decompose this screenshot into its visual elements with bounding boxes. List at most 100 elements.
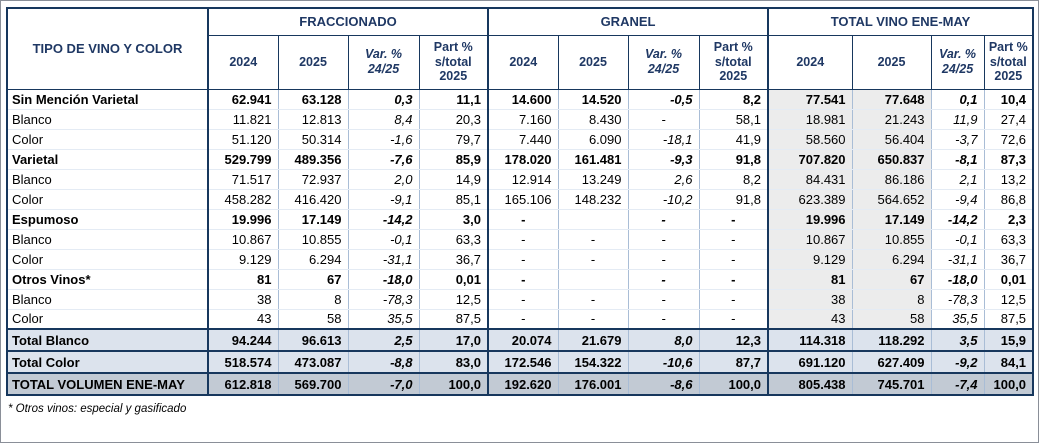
cell-granel-2025: 6.090 [557, 128, 629, 150]
sub-header-row: 2024 2025 Var. % 24/25 Part % s/total 2025 2… [7, 34, 1034, 90]
cell-granel-2025: - [557, 248, 629, 270]
row-label: Varietal [6, 148, 209, 170]
cell-fraccionado-2024: 9.129 [207, 248, 279, 270]
cell-total-vino-part: 36,7 [983, 248, 1034, 270]
cell-granel-2024: - [487, 208, 559, 230]
cell-granel-part: 12,3 [698, 328, 769, 352]
cell-granel-part: 91,8 [698, 148, 769, 170]
cell-granel-var: -10,6 [627, 350, 700, 374]
cell-granel-part: - [698, 308, 769, 330]
cell-total-vino-2025: 56.404 [851, 128, 932, 150]
cell-granel-2025 [557, 268, 629, 290]
cell-granel-part: - [698, 228, 769, 250]
cell-fraccionado-part: 85,1 [418, 188, 489, 210]
cell-granel-part: - [698, 248, 769, 270]
cell-total-vino-2025: 8 [851, 288, 932, 310]
footnote: * Otros vinos: especial y gasificado [8, 403, 187, 415]
cell-fraccionado-var: 2,5 [347, 328, 420, 352]
cell-fraccionado-2025: 569.700 [277, 372, 349, 396]
cell-fraccionado-part: 3,0 [418, 208, 489, 230]
cell-fraccionado-2025: 489.356 [277, 148, 349, 170]
col-header-part-granel: Part % s/total 2025 [698, 34, 769, 90]
cell-fraccionado-part: 17,0 [418, 328, 489, 352]
table-row: Total Blanco 94.244 96.613 2,5 17,0 20.074 21.… [6, 328, 1034, 352]
cell-total-vino-var: -18,0 [930, 268, 985, 290]
cell-granel-2024: 192.620 [487, 372, 559, 396]
col-header-2025-fraccionado: 2025 [277, 34, 349, 90]
cell-granel-2025: 21.679 [557, 328, 629, 352]
cell-total-vino-var: -3,7 [930, 128, 985, 150]
cell-granel-2025: 8.430 [557, 108, 629, 130]
cell-granel-2024: - [487, 248, 559, 270]
row-label: Color [6, 188, 209, 210]
cell-total-vino-var: -78,3 [930, 288, 985, 310]
cell-fraccionado-part: 12,5 [418, 288, 489, 310]
cell-fraccionado-2024: 10.867 [207, 228, 279, 250]
row-label: Blanco [6, 228, 209, 250]
cell-total-vino-part: 10,4 [983, 88, 1034, 110]
cell-fraccionado-2024: 529.799 [207, 148, 279, 170]
col-header-2024-fraccionado: 2024 [207, 34, 279, 90]
cell-fraccionado-part: 85,9 [418, 148, 489, 170]
row-label: Espumoso [6, 208, 209, 230]
cell-total-vino-part: 87,3 [983, 148, 1034, 170]
row-label: Color [6, 308, 209, 330]
cell-fraccionado-var: -18,0 [347, 268, 420, 290]
cell-fraccionado-2025: 473.087 [277, 350, 349, 374]
cell-fraccionado-var: 0,3 [347, 88, 420, 110]
col-header-var-total-vino: Var. % 24/25 [930, 34, 985, 90]
cell-total-vino-2024: 43 [767, 308, 853, 330]
cell-granel-2025: 176.001 [557, 372, 629, 396]
cell-total-vino-var: 3,5 [930, 328, 985, 352]
cell-total-vino-part: 84,1 [983, 350, 1034, 374]
table-row: Color 9.129 6.294 -31,1 36,7- - - -9.129 6.294 -3… [6, 248, 1034, 270]
cell-granel-part: 91,8 [698, 188, 769, 210]
table-row: Color 51.120 50.314 -1,6 79,7 7.440 6.090 -18,1… [6, 128, 1034, 150]
cell-fraccionado-2025: 67 [277, 268, 349, 290]
cell-fraccionado-2025: 72.937 [277, 168, 349, 190]
cell-total-vino-2025: 67 [851, 268, 932, 290]
cell-total-vino-2024: 707.820 [767, 148, 853, 170]
cell-fraccionado-var: -14,2 [347, 208, 420, 230]
cell-granel-2024: 7.160 [487, 108, 559, 130]
row-label: Total Blanco [6, 328, 209, 352]
cell-fraccionado-var: 35,5 [347, 308, 420, 330]
cell-granel-2024: 178.020 [487, 148, 559, 170]
cell-fraccionado-var: -78,3 [347, 288, 420, 310]
row-label: Color [6, 128, 209, 150]
cell-fraccionado-2025: 8 [277, 288, 349, 310]
table-row: Espumoso 19.996 17.149 -14,2 3,0- - -19.996 17.… [6, 208, 1034, 230]
cell-total-vino-2025: 6.294 [851, 248, 932, 270]
cell-fraccionado-2025: 10.855 [277, 228, 349, 250]
cell-fraccionado-2024: 612.818 [207, 372, 279, 396]
row-label: Total Color [6, 350, 209, 374]
cell-granel-var: 8,0 [627, 328, 700, 352]
cell-total-vino-var: 0,1 [930, 88, 985, 110]
cell-granel-2025: 161.481 [557, 148, 629, 170]
table-row: Total Color 518.574 473.087 -8,8 83,0 172.546… [6, 350, 1034, 374]
cell-granel-var: - [627, 228, 700, 250]
cell-total-vino-part: 100,0 [983, 372, 1034, 396]
cell-granel-2025: 14.520 [557, 88, 629, 110]
cell-granel-var: - [627, 108, 700, 130]
cell-total-vino-2025: 17.149 [851, 208, 932, 230]
cell-fraccionado-2024: 43 [207, 308, 279, 330]
col-header-2025-granel: 2025 [557, 34, 629, 90]
table-body: Sin Mención Varietal 62.941 63.128 0,3 11,1 1… [6, 88, 1034, 396]
table-row: Color 458.282 416.420 -9,1 85,1 165.106 148.23… [6, 188, 1034, 210]
cell-granel-part: 41,9 [698, 128, 769, 150]
cell-fraccionado-var: -31,1 [347, 248, 420, 270]
table-row: Sin Mención Varietal 62.941 63.128 0,3 11,1 1… [6, 88, 1034, 110]
cell-fraccionado-var: 8,4 [347, 108, 420, 130]
cell-total-vino-2024: 18.981 [767, 108, 853, 130]
cell-fraccionado-2024: 94.244 [207, 328, 279, 352]
cell-granel-2025: 13.249 [557, 168, 629, 190]
cell-granel-part: 8,2 [698, 88, 769, 110]
cell-total-vino-2024: 9.129 [767, 248, 853, 270]
cell-granel-2025: 154.322 [557, 350, 629, 374]
cell-granel-part: - [698, 268, 769, 290]
cell-fraccionado-part: 36,7 [418, 248, 489, 270]
cell-total-vino-2025: 627.409 [851, 350, 932, 374]
cell-fraccionado-2025: 96.613 [277, 328, 349, 352]
